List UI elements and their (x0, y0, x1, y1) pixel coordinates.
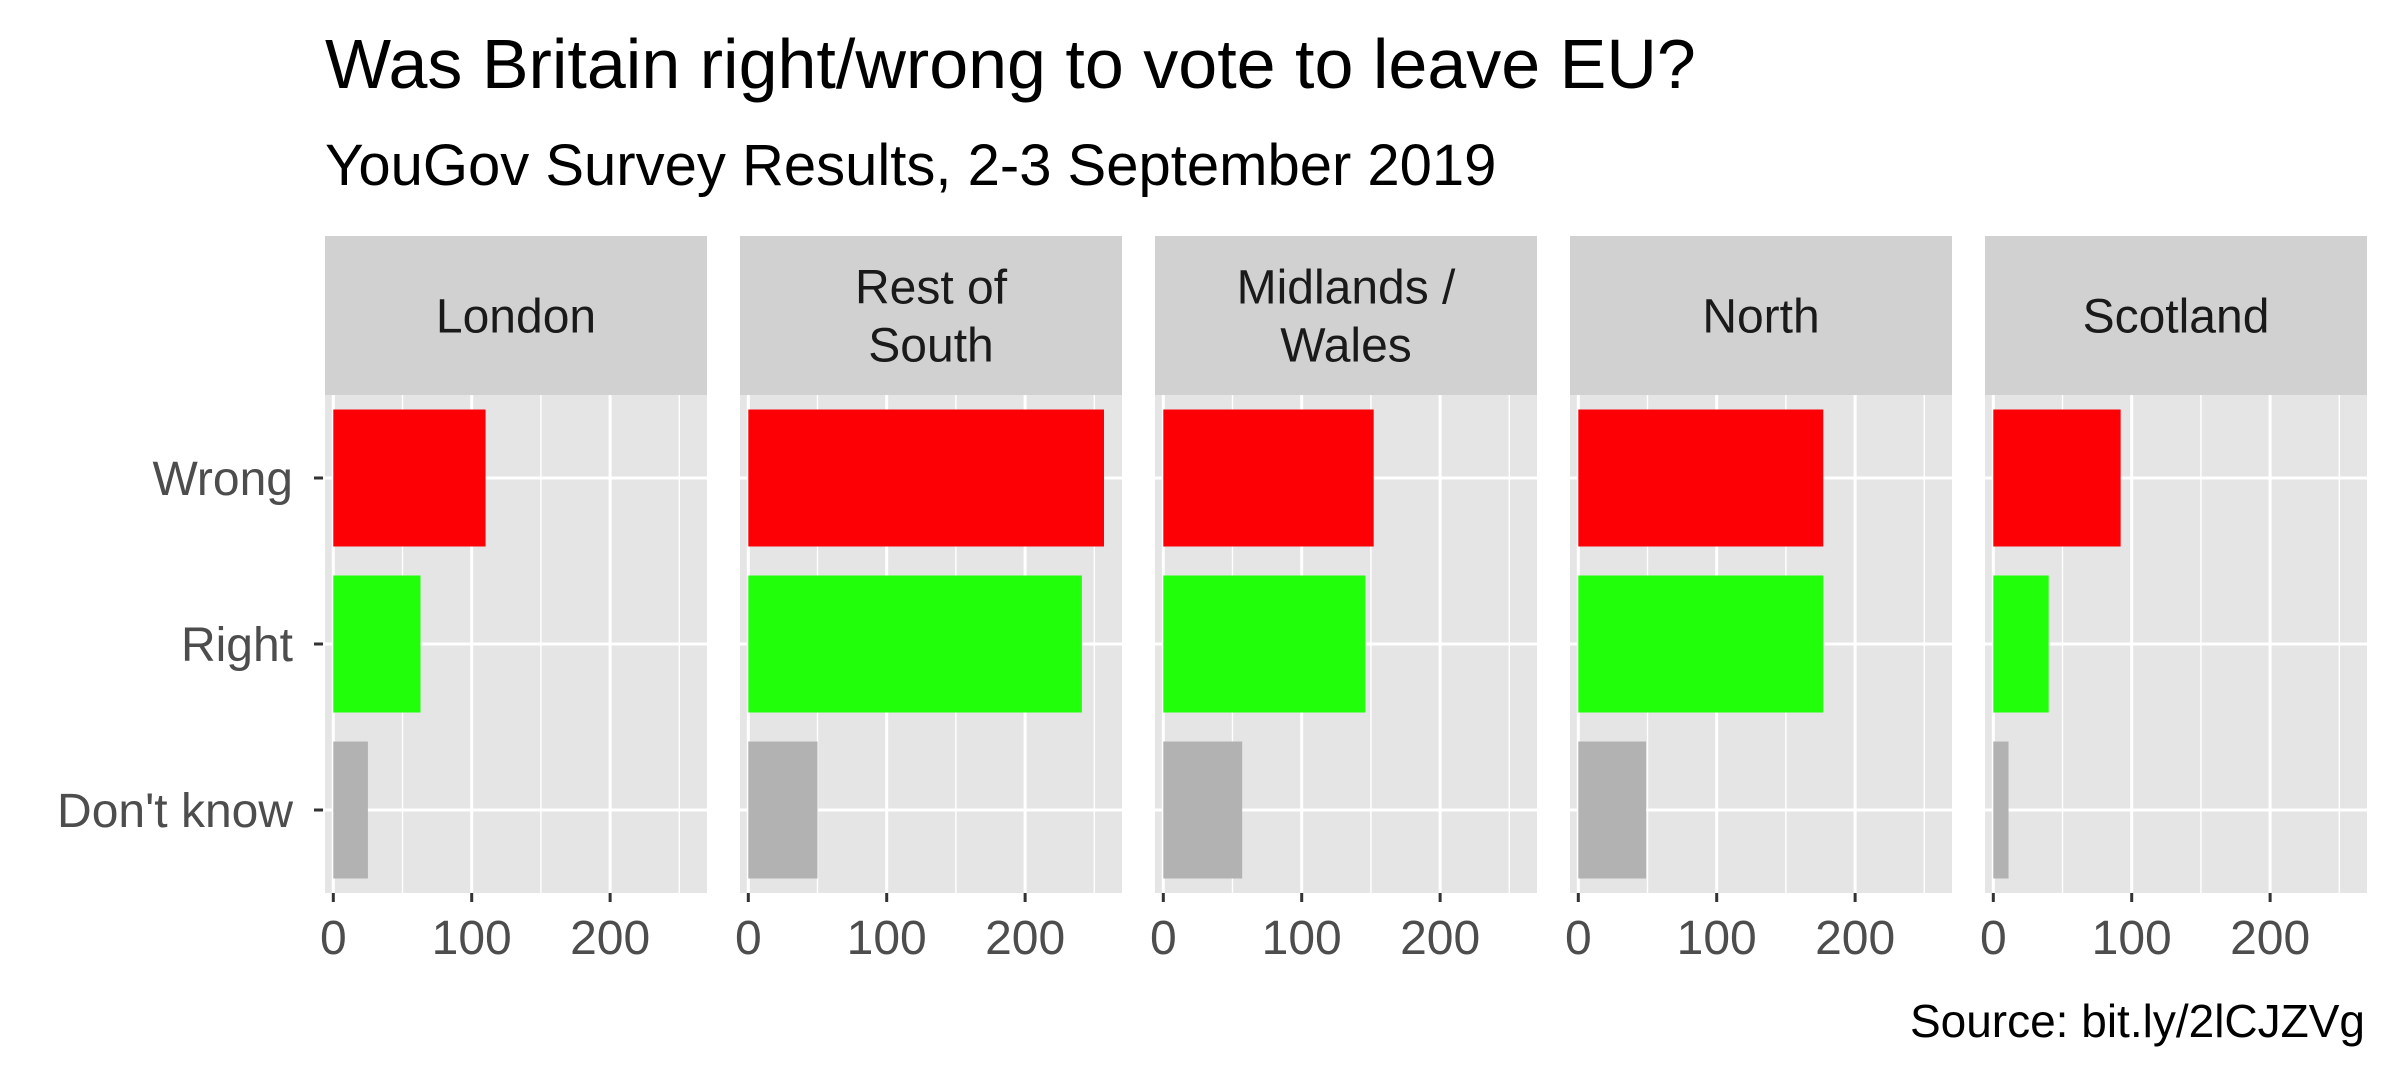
strip-background (1570, 236, 1952, 395)
strip-label: Rest of South (855, 262, 1008, 373)
x-tick-label: 200 (570, 912, 650, 965)
bar-scotland-wrong (1993, 409, 2121, 547)
panel-scotland: Scotland 0 100 200 (1980, 236, 2367, 965)
x-tick-label: 100 (1262, 912, 1342, 965)
bar-north-right (1578, 575, 1824, 713)
bar-london-wrong (333, 409, 486, 547)
x-tick-label: 0 (1980, 912, 2007, 965)
strip-background (740, 236, 1122, 395)
panel-midlands-wales: Midlands / Wales 0 100 200 (1150, 236, 1537, 965)
panel-rest-of-south: Rest of South 0 100 200 (735, 236, 1122, 965)
x-tick-label: 0 (320, 912, 347, 965)
strip-background (1985, 236, 2367, 395)
x-tick-label: 0 (1150, 912, 1177, 965)
y-axis: Wrong Right Don't know (57, 453, 323, 838)
x-tick-label: 100 (1677, 912, 1757, 965)
x-tick-label: 0 (735, 912, 762, 965)
bar-rest-of-south-don-t-know (748, 741, 818, 879)
x-tick-label: 200 (1815, 912, 1895, 965)
strip-label: Scotland (2083, 291, 2270, 344)
strip-background (1155, 236, 1537, 395)
y-tick-label-don-t-know: Don't know (57, 785, 293, 838)
bar-midlands-wales-don-t-know (1163, 741, 1243, 879)
chart-subtitle: YouGov Survey Results, 2-3 September 201… (325, 133, 1496, 198)
x-tick-label: 100 (432, 912, 512, 965)
strip-label: London (436, 291, 596, 344)
bar-rest-of-south-wrong (748, 409, 1105, 547)
strip-label: North (1702, 291, 1819, 344)
x-tick-label: 100 (2092, 912, 2172, 965)
strip-background (325, 236, 707, 395)
y-tick-label-right: Right (181, 619, 293, 672)
x-tick-label: 100 (847, 912, 927, 965)
chart-title: Was Britain right/wrong to vote to leave… (325, 25, 1696, 103)
bar-north-don-t-know (1578, 741, 1647, 879)
panel-london: London 0 100 200 (320, 236, 707, 965)
source-caption: Source: bit.ly/2lCJZVg (1910, 995, 2365, 1047)
x-tick-label: 200 (1400, 912, 1480, 965)
strip-label: Midlands / Wales (1237, 262, 1456, 373)
x-tick-label: 0 (1565, 912, 1592, 965)
bar-scotland-don-t-know (1993, 741, 2009, 879)
bar-london-don-t-know (333, 741, 368, 879)
panel-north: North 0 100 200 (1565, 236, 1952, 965)
bar-scotland-right (1993, 575, 2049, 713)
bar-midlands-wales-wrong (1163, 409, 1374, 547)
y-tick-label-wrong: Wrong (152, 453, 293, 506)
bar-rest-of-south-right (748, 575, 1082, 713)
x-tick-label: 200 (2230, 912, 2310, 965)
x-tick-label: 200 (985, 912, 1065, 965)
bar-north-wrong (1578, 409, 1824, 547)
bar-midlands-wales-right (1163, 575, 1366, 713)
bar-london-right (333, 575, 421, 713)
